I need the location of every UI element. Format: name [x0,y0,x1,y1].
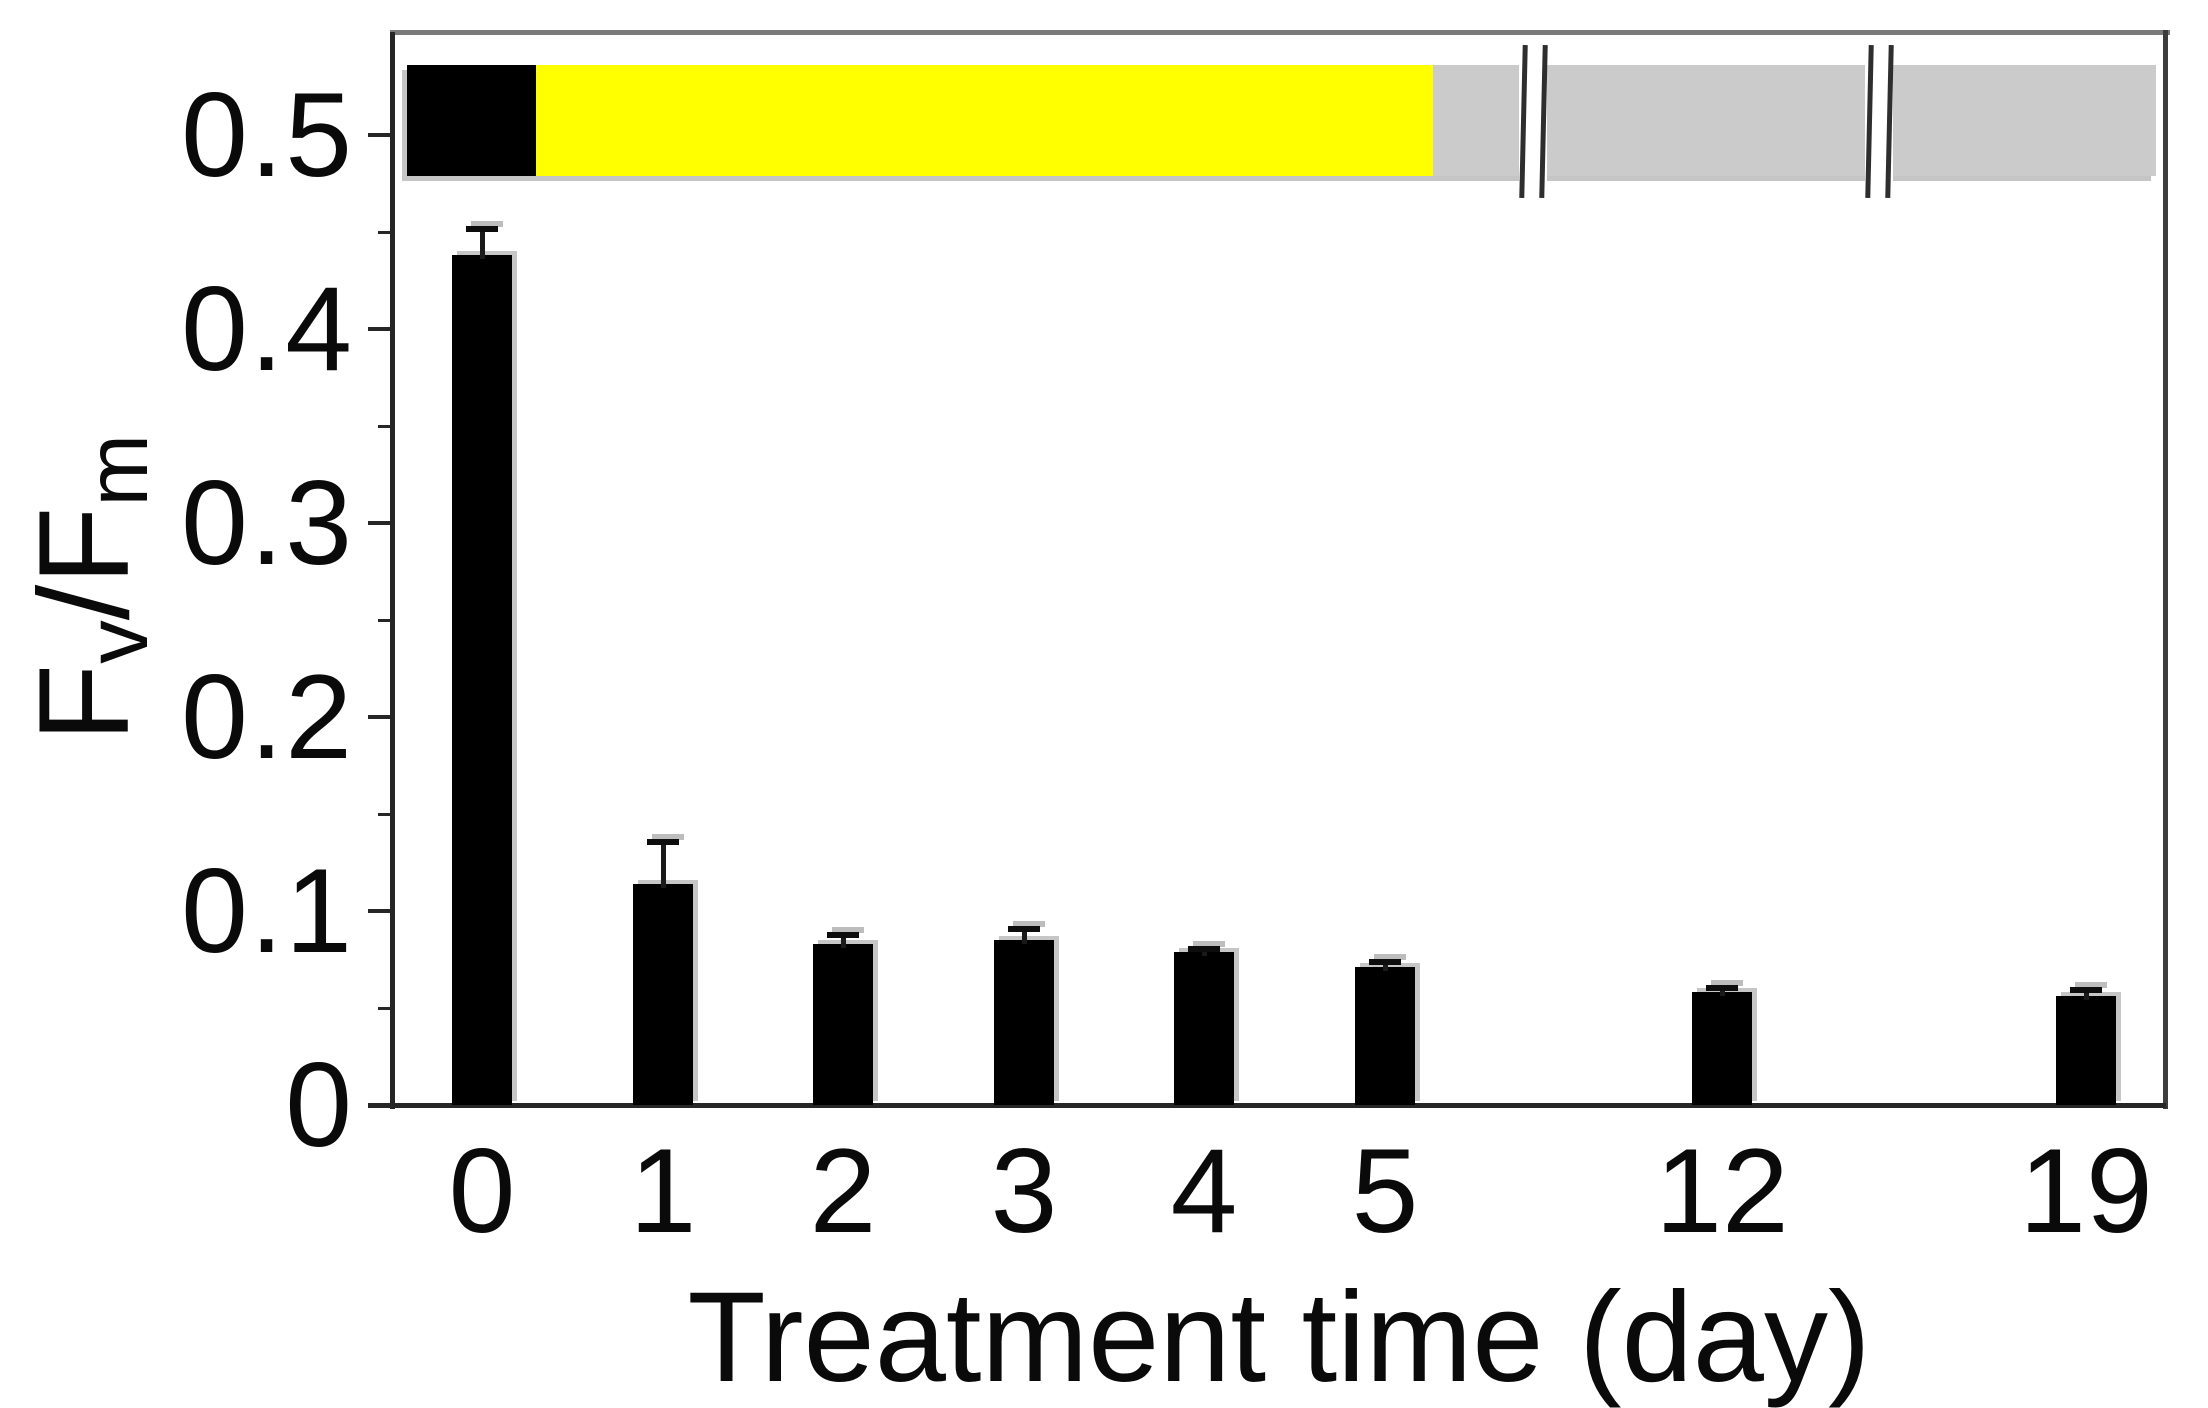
x-axis-line [368,1103,2166,1108]
x-tick-label-day-19: 19 [2019,1124,2153,1258]
error-bar-cap-day-2 [827,932,859,939]
y-tick-label-0.5: 0.5 [181,68,354,202]
y-tick-label-0: 0 [285,1038,354,1172]
error-bar-stem-day-4 [1201,949,1207,956]
x-tick-label-day-4: 4 [1170,1124,1238,1258]
error-bar-cap-day-0 [466,226,498,233]
plot-frame-right-border [2163,30,2168,1109]
error-bar-stem-day-0 [479,230,485,260]
y-axis-title-sub2: m [69,434,167,507]
y-tick-label-0.4: 0.4 [181,262,354,396]
y-minor-tick-0.25 [378,618,392,622]
error-bar-stem-day-5 [1382,963,1388,972]
bar-day-19 [2056,996,2116,1105]
error-bar-cap-day-5 [1369,959,1401,966]
y-minor-tick-0.45 [378,230,392,234]
error-bar-cap-day-1 [647,839,679,846]
band-segment-yellow-phase [536,65,1433,176]
x-tick-label-day-5: 5 [1351,1124,1419,1258]
error-bar-cap-day-3 [1008,926,1040,933]
y-tick-label-0.2: 0.2 [181,650,354,784]
error-bar-cap-day-19 [2070,986,2102,993]
x-tick-label-day-1: 1 [629,1124,697,1258]
y-axis-title-base2: /F [13,506,156,621]
bar-day-1 [633,883,693,1105]
error-bar-cap-day-12 [1706,984,1738,991]
y-major-tick-0 [368,1103,392,1107]
y-major-tick-0.4 [368,327,392,331]
bar-day-0 [452,255,512,1105]
error-bar-stem-day-1 [660,843,666,888]
y-major-tick-0.3 [368,521,392,525]
bar-day-3 [994,940,1054,1105]
band-segment-gray-phase [1433,65,2156,176]
y-minor-tick-0.35 [378,424,392,428]
y-axis-title-base1: F [13,663,156,742]
y-tick-label-0.1: 0.1 [181,844,354,978]
x-axis-title: Treatment time (day) [687,1266,1871,1408]
x-tick-label-day-2: 2 [809,1124,877,1258]
y-major-tick-0.2 [368,715,392,719]
plot-frame-top-border [390,30,2170,35]
bar-day-12 [1692,992,1752,1105]
y-major-tick-0.1 [368,909,392,913]
x-tick-label-day-12: 12 [1655,1124,1789,1258]
y-minor-tick-0.05 [378,1006,392,1010]
error-bar-cap-day-4 [1188,945,1220,952]
y-axis-title-sub1: v [69,620,167,664]
bar-day-4 [1174,951,1234,1105]
x-tick-label-day-0: 0 [448,1124,516,1258]
error-bar-stem-day-3 [1021,930,1027,945]
treatment-phase-band [407,65,2156,176]
error-bar-stem-day-19 [2083,990,2089,1001]
y-tick-label-0.3: 0.3 [181,456,354,590]
bar-day-5 [1355,967,1415,1105]
error-bar-stem-day-2 [840,936,846,948]
bar-day-2 [813,943,873,1105]
y-axis-line [390,32,395,1109]
y-minor-tick-0.15 [378,812,392,816]
y-axis-title: Fv/Fm [13,338,166,838]
band-segment-dark-phase [407,65,536,176]
x-tick-label-day-3: 3 [990,1124,1058,1258]
y-major-tick-0.5 [368,133,392,137]
error-bar-stem-day-12 [1719,988,1725,997]
